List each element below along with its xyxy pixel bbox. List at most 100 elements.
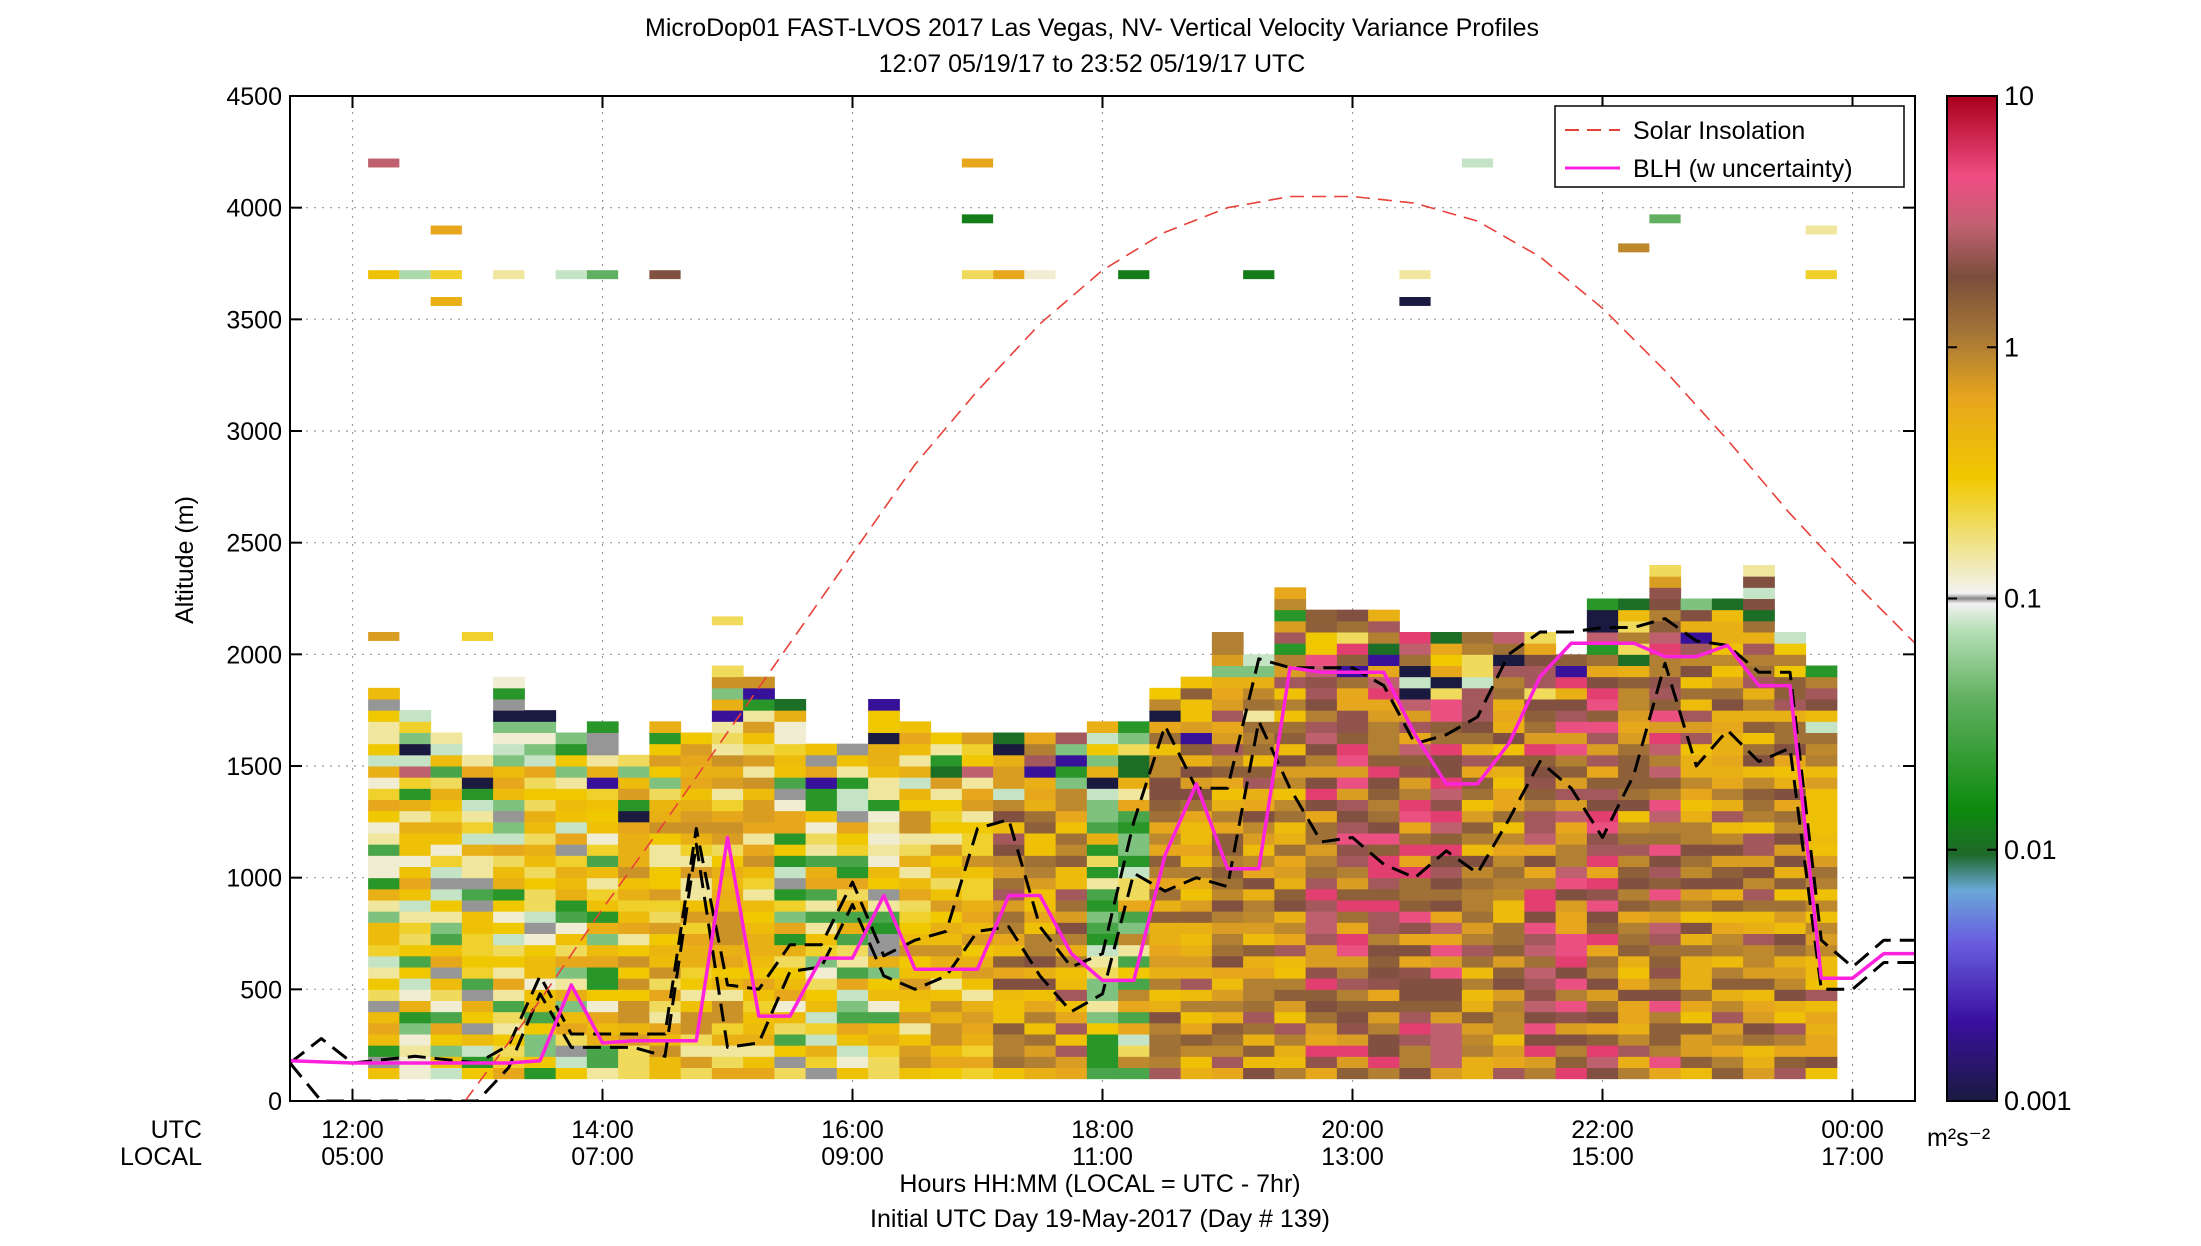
- heatmap-cell: [493, 699, 525, 711]
- heatmap-cell: [1493, 777, 1525, 789]
- heatmap-cell: [1149, 710, 1182, 722]
- heatmap-cell: [1680, 989, 1713, 1001]
- heatmap-cell: [618, 989, 650, 1001]
- heatmap-cell: [1743, 732, 1775, 745]
- heatmap-cell: [1086, 777, 1119, 789]
- heatmap-cell: [1461, 1022, 1494, 1035]
- heatmap-cell: [1274, 967, 1307, 979]
- heatmap-cell: [1274, 766, 1307, 778]
- heatmap-cell: [1805, 743, 1838, 756]
- heatmap-cell: [1586, 710, 1619, 722]
- heatmap-cell: [1336, 900, 1369, 912]
- heatmap-cell: [399, 844, 432, 856]
- heatmap-cell: [1493, 754, 1525, 767]
- x-tick-label-local: 17:00: [1821, 1143, 1884, 1171]
- heatmap-cell: [1243, 833, 1275, 845]
- heatmap-cell: [430, 911, 463, 923]
- heatmap-cell: [961, 1034, 994, 1046]
- heatmap-cell: [1399, 922, 1432, 934]
- heatmap-cell: [961, 922, 994, 934]
- heatmap-cell: [1274, 944, 1307, 957]
- heatmap-cell: [1618, 1011, 1650, 1024]
- heatmap-cell: [1211, 1011, 1244, 1024]
- heatmap-cell: [399, 821, 432, 834]
- heatmap-cell: [618, 1056, 650, 1068]
- heatmap-cell: [430, 1022, 463, 1035]
- heatmap-cell: [1118, 1011, 1150, 1024]
- heatmap-cell: [711, 788, 744, 800]
- heatmap-cell: [1493, 933, 1525, 946]
- heatmap-cell: [618, 1022, 650, 1035]
- heatmap-cell: [1305, 699, 1338, 711]
- heatmap-cell: [1680, 1045, 1713, 1057]
- heatmap-cell: [461, 1067, 494, 1080]
- heatmap-cell: [1149, 978, 1182, 990]
- heatmap-cell: [1274, 1000, 1307, 1013]
- heatmap-cell: [1180, 799, 1213, 812]
- heatmap-cell: [961, 1056, 994, 1068]
- heatmap-cell: [1368, 1011, 1400, 1024]
- heatmap-cell: [1243, 1034, 1275, 1046]
- heatmap-cell: [1711, 866, 1744, 879]
- heatmap-cell: [1649, 855, 1682, 867]
- heatmap-cell: [774, 788, 807, 800]
- heatmap-cell: [743, 900, 775, 912]
- heatmap-cell: [1493, 721, 1525, 733]
- heatmap-cell: [1711, 821, 1744, 834]
- heatmap-cell: [805, 1067, 838, 1080]
- heatmap-cell: [1774, 788, 1807, 800]
- heatmap-cell: [1274, 844, 1307, 856]
- heatmap-cell: [368, 687, 400, 700]
- heatmap-cell: [1711, 922, 1744, 934]
- heatmap-cell: [930, 1022, 963, 1035]
- heatmap-cell: [680, 933, 713, 946]
- heatmap-cell: [461, 799, 494, 812]
- heatmap-cell: [1305, 911, 1338, 923]
- heatmap-cell: [368, 270, 400, 280]
- heatmap-cell: [1430, 911, 1463, 923]
- heatmap-cell: [680, 888, 713, 901]
- heatmap-cell: [1086, 833, 1119, 845]
- heatmap-cell: [805, 1022, 838, 1035]
- heatmap-cell: [1805, 911, 1838, 923]
- heatmap-cell: [1618, 866, 1650, 879]
- heatmap-cell: [1680, 721, 1713, 733]
- heatmap-cell: [1086, 1000, 1119, 1013]
- heatmap-cell: [586, 1056, 619, 1068]
- heatmap-cell: [680, 911, 713, 923]
- heatmap-cell: [399, 922, 432, 934]
- heatmap-cell: [1243, 1011, 1275, 1024]
- heatmap-cell: [1274, 699, 1307, 711]
- heatmap-cell: [461, 978, 494, 990]
- heatmap-cell: [1524, 855, 1557, 867]
- heatmap-cell: [1774, 654, 1807, 666]
- heatmap-cell: [1524, 911, 1557, 923]
- heatmap-cell: [1211, 766, 1244, 778]
- heatmap-cell: [805, 844, 838, 856]
- heatmap-cell: [1649, 788, 1682, 800]
- heatmap-cell: [1305, 900, 1338, 912]
- heatmap-cell: [711, 922, 744, 934]
- heatmap-cell: [618, 855, 650, 867]
- heatmap-cell: [1368, 721, 1400, 733]
- heatmap-cell: [1336, 967, 1369, 979]
- heatmap-cell: [1180, 1000, 1213, 1013]
- heatmap-cell: [1399, 754, 1432, 767]
- heatmap-cell: [930, 922, 963, 934]
- heatmap-cell: [618, 833, 650, 845]
- chart-title: MicroDop01 FAST-LVOS 2017 Las Vegas, NV-…: [645, 14, 1539, 42]
- heatmap-cell: [555, 754, 588, 767]
- heatmap-cell: [1055, 900, 1088, 912]
- heatmap-cell: [1118, 788, 1150, 800]
- heatmap-cell: [586, 877, 619, 890]
- heatmap-cell: [868, 1000, 900, 1013]
- heatmap-cell: [1555, 922, 1588, 934]
- heatmap-cell: [1086, 844, 1119, 856]
- heatmap-cell: [1555, 743, 1588, 756]
- heatmap-cell: [1274, 821, 1307, 834]
- heatmap-cell: [1680, 710, 1713, 722]
- heatmap-cell: [1118, 1045, 1150, 1057]
- heatmap-cell: [1461, 877, 1494, 890]
- heatmap-cell: [1711, 1034, 1744, 1046]
- heatmap-cell: [1430, 1022, 1463, 1035]
